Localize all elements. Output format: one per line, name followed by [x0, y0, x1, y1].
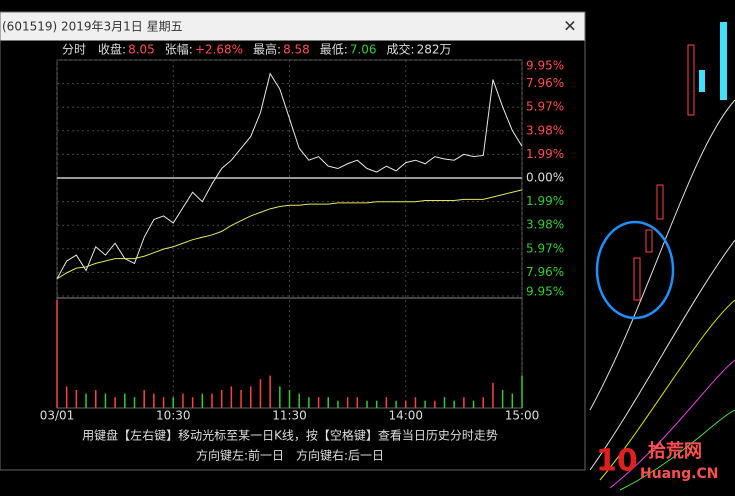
y-tick-label: 7.96% [526, 265, 564, 279]
info-label: 收盘: [98, 42, 126, 57]
price-line [56, 189, 523, 280]
plot: 分时 收盘: 8.05 张幅: +2.68% 最高: 8.58 最低: 7.06 成交: 282万 9… [40, 42, 564, 463]
y-tick-label: 3.98% [526, 218, 564, 232]
footer-text: 方向键左:前一日 方向键右:后一日 [196, 448, 384, 463]
info-value: 8.58 [283, 43, 310, 57]
watermark: 10 拾荒网 Huang.CN [596, 440, 718, 482]
price-line [56, 72, 523, 280]
info-value: 7.06 [350, 43, 377, 57]
info-label: 成交: [387, 42, 415, 57]
y-tick-label: 5.97% [526, 100, 564, 114]
y-tick-label: 3.98% [526, 123, 564, 137]
x-tick-label: 10:30 [156, 409, 191, 423]
info-value: +2.68% [195, 43, 243, 57]
x-tick-label: 15:00 [505, 409, 540, 423]
watermark-site: Huang.CN [640, 466, 718, 482]
info-value: 282万 [417, 43, 452, 57]
info-value: 8.05 [128, 43, 155, 57]
mode-label: 分时 [62, 43, 86, 57]
info-label: 最高: [253, 42, 281, 57]
x-tick-label: 03/01 [40, 409, 75, 423]
x-tick-label: 11:30 [272, 409, 307, 423]
y-tick-label: 1.99% [526, 194, 564, 208]
y-tick-label: 9.95% [526, 285, 564, 299]
footer-text: 用键盘【左右键】移动光标至某一日K线，按【空格键】查看当日历史分时走势 [82, 428, 498, 443]
title-bar [0, 12, 585, 41]
y-tick-label: 1.99% [526, 147, 564, 161]
watermark-number: 10 [596, 444, 638, 479]
info-label: 最低: [320, 43, 348, 57]
y-tick-label: 0.00% [526, 171, 564, 185]
background-kline [589, 22, 735, 491]
close-button[interactable]: ✕ [563, 17, 576, 36]
y-tick-label: 5.97% [526, 241, 564, 255]
x-tick-label: 14:00 [388, 409, 423, 423]
watermark-name: 拾荒网 [648, 440, 702, 462]
popup [0, 11, 586, 471]
info-label: 张幅: [165, 42, 193, 57]
y-tick-label: 9.95% [526, 59, 564, 73]
y-tick-label: 7.96% [526, 76, 564, 90]
popup-title: (601519) 2019年3月1日 星期五 [2, 20, 183, 34]
